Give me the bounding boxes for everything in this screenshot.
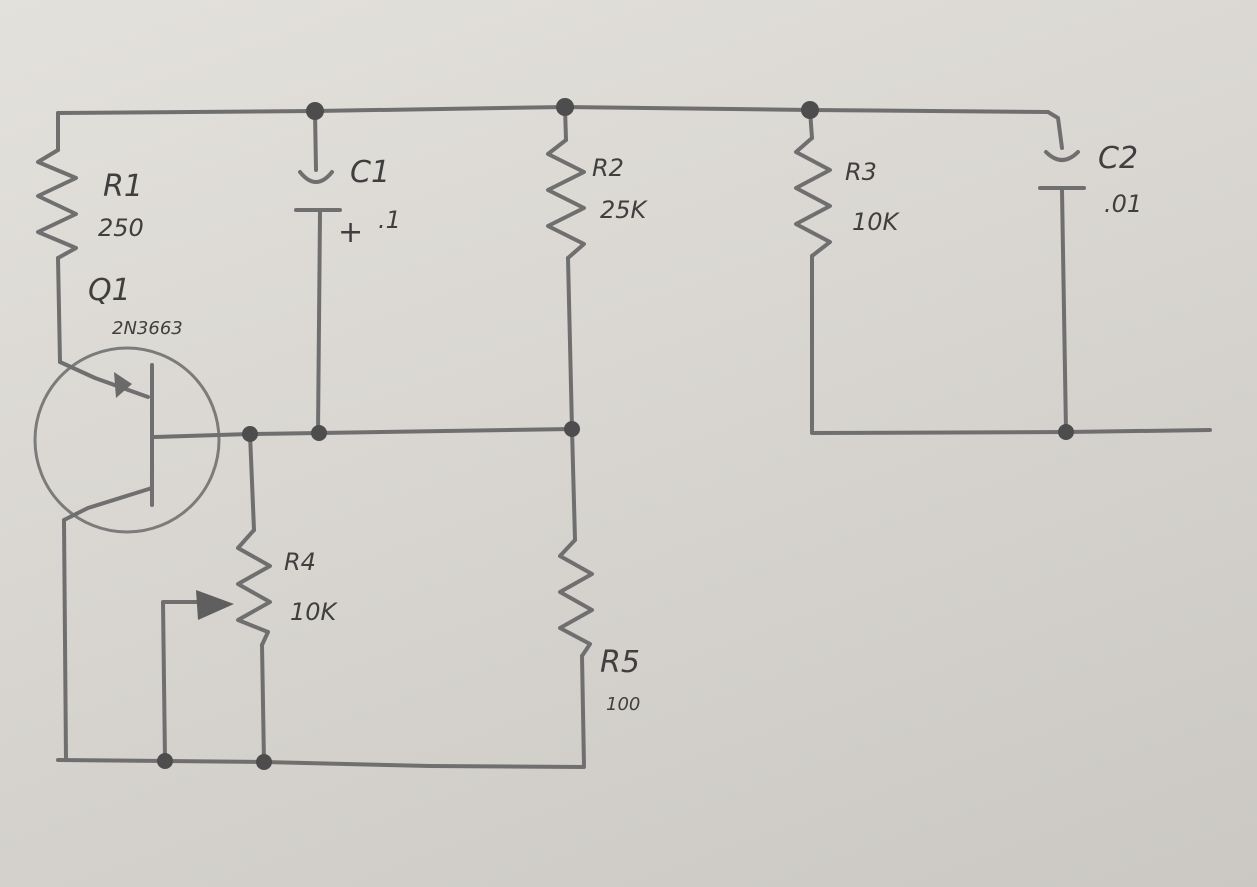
r4-value: 10K bbox=[290, 598, 339, 626]
r5-label: R5 bbox=[600, 645, 640, 680]
c2-curved-plate bbox=[1044, 150, 1080, 162]
c2-top-wire bbox=[1046, 110, 1064, 150]
junction-dot bbox=[801, 101, 819, 119]
q1-emitter-arrow bbox=[114, 372, 132, 398]
junction-dot bbox=[564, 421, 580, 437]
junction-dot bbox=[242, 426, 258, 442]
q1-emitter-lead bbox=[62, 486, 154, 522]
r3-resistor bbox=[794, 136, 832, 258]
r4-top-wire bbox=[248, 432, 256, 532]
junction-dot bbox=[256, 754, 272, 770]
r4-bottom-wire bbox=[260, 643, 266, 764]
q1-collector-lead bbox=[58, 360, 150, 399]
r4-resistor bbox=[236, 528, 272, 647]
r3-label: R3 bbox=[845, 158, 877, 186]
junction-dot bbox=[556, 98, 574, 116]
q1-envelope bbox=[33, 346, 221, 534]
r4-wiper-arrow bbox=[196, 590, 234, 620]
q1-part-number: 2N3663 bbox=[112, 318, 183, 339]
bottom-rail-wire bbox=[56, 758, 586, 769]
junction-dot bbox=[1058, 424, 1074, 440]
r5-bottom-wire bbox=[580, 654, 586, 768]
c1-polarity: + bbox=[338, 215, 363, 250]
r5-resistor bbox=[558, 538, 594, 658]
junction-dot bbox=[306, 102, 324, 120]
c1-curved-plate bbox=[298, 170, 334, 184]
middle-wire bbox=[248, 427, 574, 436]
top-rail-wire bbox=[56, 105, 1050, 122]
r4-wiper-wire bbox=[161, 600, 207, 762]
r2-resistor bbox=[546, 138, 586, 260]
c1-top-wire bbox=[313, 109, 318, 172]
r1-label: R1 bbox=[103, 169, 143, 204]
c2-value: .01 bbox=[1104, 190, 1142, 218]
r1-resistor bbox=[36, 148, 78, 260]
r1-to-q1-wire bbox=[56, 256, 62, 364]
r3-value: 10K bbox=[852, 208, 901, 236]
c1-label: C1 bbox=[350, 155, 390, 190]
junction-dot bbox=[311, 425, 327, 441]
q1-base-lead bbox=[153, 432, 252, 439]
c2-label: C2 bbox=[1098, 141, 1138, 176]
left-wire bbox=[62, 518, 68, 762]
r2-label: R2 bbox=[592, 154, 624, 182]
junction-dot bbox=[157, 753, 173, 769]
r5-value: 100 bbox=[606, 694, 640, 715]
r5-top-wire bbox=[570, 427, 577, 542]
q1-label: Q1 bbox=[88, 273, 131, 308]
r3-bottom-wire bbox=[810, 254, 1212, 435]
r2-bottom-wire bbox=[566, 256, 574, 431]
c2-bottom-wire bbox=[1060, 188, 1068, 434]
r1-value: 250 bbox=[98, 214, 144, 242]
r4-label: R4 bbox=[284, 548, 316, 576]
c1-value: .1 bbox=[378, 206, 401, 234]
r2-value: 25K bbox=[600, 196, 649, 224]
c1-bottom-wire bbox=[316, 210, 322, 435]
